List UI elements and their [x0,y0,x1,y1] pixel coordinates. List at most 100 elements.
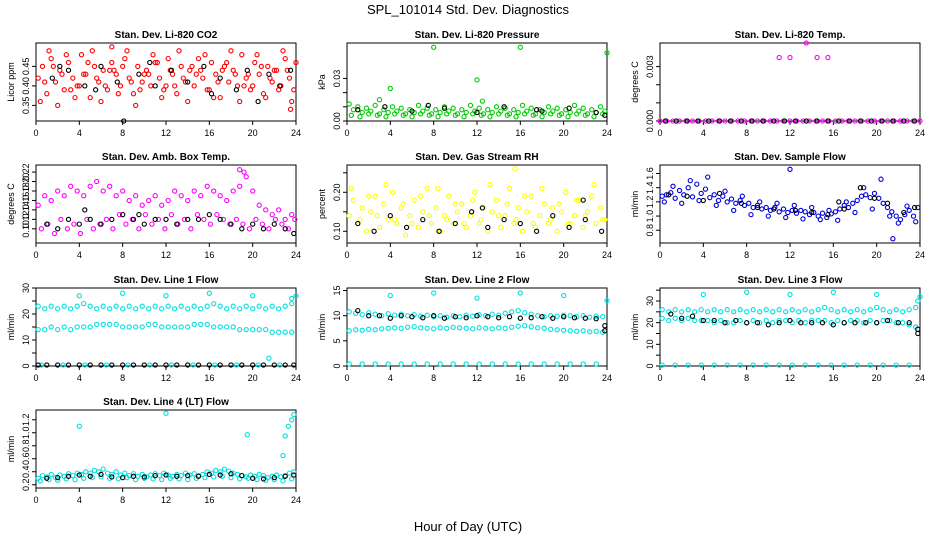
data-point [234,471,241,478]
data-point [496,312,502,318]
data-point [104,470,111,476]
series [44,207,297,237]
data-point [418,325,424,331]
data-point [346,361,352,367]
data-point [260,362,267,368]
data-point [835,217,841,223]
data-point [789,362,795,368]
data-point [168,362,175,368]
data-point [136,226,142,232]
data-point [76,362,82,368]
data-point [167,475,173,481]
data-point [372,193,378,199]
data-point [55,474,61,481]
data-point [716,118,723,124]
data-point [604,50,610,56]
series [668,311,921,337]
data-point [424,185,430,192]
data-point [379,326,385,332]
x-tick-label: 16 [204,495,214,505]
data-point [172,188,178,194]
data-point [659,315,665,321]
data-point [366,193,372,199]
data-point [228,48,234,54]
data-point [141,71,147,77]
data-point [98,362,104,368]
data-point [910,213,917,219]
data-point [485,224,491,231]
data-point [64,226,71,232]
y-tick-label: 0.14 [21,201,31,219]
data-point [887,317,893,324]
data-point [289,476,295,482]
data-point [237,167,243,173]
panel-temp: Stan. Dev. Li-820 Temp. 0 4 8 12 16 20 24 0.000 0… [630,30,925,138]
x-tick-label: 0 [657,128,662,138]
data-point [87,470,93,476]
data-point [698,307,704,313]
data-point [120,211,126,218]
data-point [580,197,586,203]
data-point [666,192,672,198]
data-point [122,55,128,62]
data-point [431,313,437,319]
data-point [178,193,184,199]
data-point [405,313,411,319]
data-point [92,87,99,93]
data-point [107,67,113,73]
data-point [211,324,217,330]
data-point [83,71,89,77]
data-point [880,200,886,206]
data-point [87,216,93,223]
data-point [705,317,711,324]
data-point [159,202,165,208]
data-point [120,188,126,194]
data-point [372,327,378,333]
data-point [463,224,469,231]
data-point [837,206,843,212]
data-point [522,323,528,329]
data-point [787,317,793,324]
data-point [815,317,821,324]
data-point [814,54,820,61]
y-tick-label: 0.10 [21,220,31,238]
data-point [845,204,852,211]
y-tick-label: 0 [332,363,342,368]
data-point [822,304,828,311]
data-point [880,317,886,324]
data-point [114,79,120,85]
data-point [126,324,132,330]
data-point [825,54,831,61]
data-point [554,228,560,234]
data-point [172,324,178,330]
data-point [787,118,793,124]
data-point [244,432,250,438]
data-point [154,59,160,66]
data-point [593,361,599,367]
data-point [287,67,294,73]
data-point [871,118,878,124]
x-tick-label: 16 [204,373,214,383]
data-point [48,303,54,309]
data-point [98,98,104,105]
panel-title: Stan. Dev. Amb. Box Temp. [102,152,230,163]
data-point [436,228,442,234]
data-point [152,193,158,199]
data-point [718,309,724,315]
data-point [858,193,865,199]
data-point [293,59,299,66]
data-point [239,52,245,58]
data-point [178,63,184,70]
data-point [476,220,482,227]
data-point [692,309,698,315]
x-tick-label: 20 [559,250,569,260]
data-point [217,75,223,81]
data-point [383,114,389,120]
data-point [159,324,165,330]
data-point [213,467,219,474]
data-point [402,232,409,238]
data-point [545,104,552,110]
data-point [528,105,534,111]
data-point [418,193,424,199]
data-point [48,55,54,62]
